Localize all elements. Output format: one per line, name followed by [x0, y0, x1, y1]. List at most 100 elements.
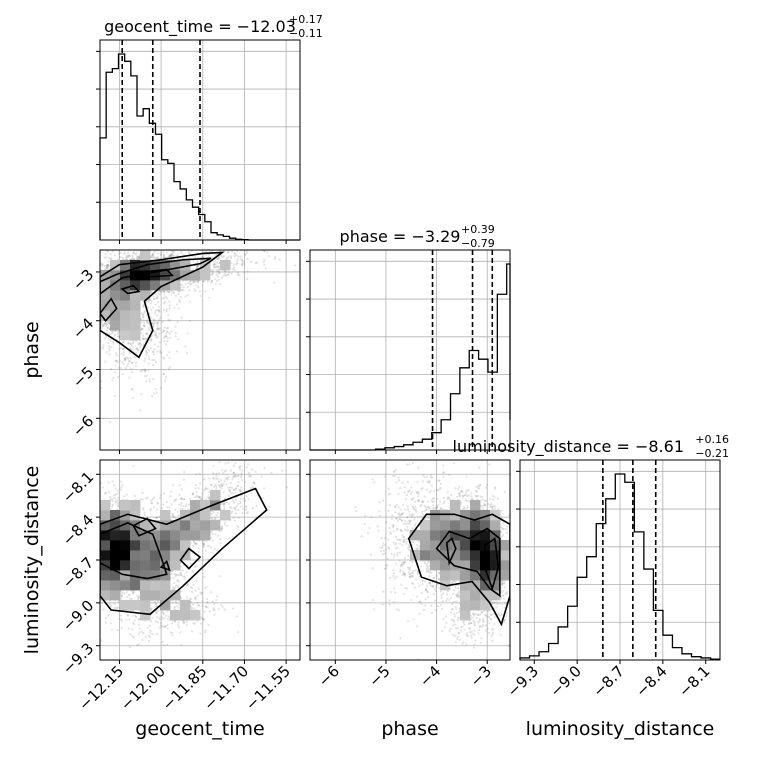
scatter-phase-vs-geocent_time-sample-point — [184, 295, 187, 298]
scatter-phase-vs-geocent_time-sample-point — [81, 298, 83, 300]
scatter-luminosity_distance-vs-geocent_time-sample-point — [117, 499, 120, 502]
scatter-phase-vs-geocent_time-sample-point — [198, 290, 201, 293]
scatter-phase-vs-geocent_time-sample-point — [268, 255, 271, 258]
scatter-phase-vs-geocent_time-sample-point — [118, 347, 121, 350]
scatter-phase-vs-geocent_time-sample-point — [176, 257, 179, 260]
scatter-phase-vs-geocent_time-sample-point — [180, 250, 183, 253]
title-phase: phase = −3.29 — [340, 227, 461, 246]
scatter-phase-vs-geocent_time-sample-point — [128, 352, 132, 355]
scatter-phase-vs-geocent_time-sample-point — [127, 254, 130, 257]
scatter-phase-vs-geocent_time-sample-point — [94, 292, 96, 294]
scatter-phase-vs-geocent_time-sample-point — [97, 305, 99, 307]
scatter-luminosity_distance-vs-geocent_time-sample-point — [94, 548, 96, 550]
scatter-phase-vs-geocent_time-sample-point — [110, 368, 113, 371]
scatter-phase-vs-geocent_time-sample-point — [132, 250, 135, 254]
scatter-phase-vs-geocent_time-sample-point — [151, 256, 154, 259]
scatter-phase-vs-geocent_time-contour — [100, 251, 225, 359]
scatter-phase-vs-geocent_time-sample-point — [150, 254, 153, 258]
scatter-phase-vs-geocent_time-sample-point — [216, 280, 219, 283]
scatter-phase-vs-geocent_time-density-cell — [130, 260, 141, 271]
scatter-phase-vs-geocent_time-sample-point — [142, 338, 145, 341]
scatter-phase-vs-geocent_time-sample-point — [214, 277, 217, 281]
scatter-luminosity_distance-vs-geocent_time-sample-point — [93, 555, 95, 557]
scatter-luminosity_distance-vs-geocent_time-sample-point — [126, 595, 129, 599]
scatter-phase-vs-geocent_time-sample-point — [151, 394, 154, 397]
scatter-phase-vs-geocent_time-sample-point — [89, 308, 91, 310]
scatter-phase-vs-geocent_time-sample-point — [145, 374, 149, 377]
scatter-phase-vs-geocent_time-density-cell — [140, 290, 151, 301]
scatter-phase-vs-geocent_time-sample-point — [154, 312, 157, 315]
scatter-phase-vs-geocent_time-sample-point — [184, 345, 187, 348]
scatter-phase-vs-geocent_time-sample-point — [93, 288, 95, 290]
scatter-phase-vs-geocent_time-sample-point — [145, 380, 148, 383]
scatter-phase-vs-geocent_time-sample-point — [117, 331, 120, 334]
scatter-phase-vs-geocent_time-sample-point — [156, 297, 159, 300]
scatter-phase-vs-geocent_time-sample-point — [166, 330, 169, 334]
scatter-phase-vs-geocent_time-sample-point — [142, 334, 145, 337]
scatter-luminosity_distance-vs-geocent_time-sample-point — [94, 572, 96, 574]
scatter-phase-vs-geocent_time-sample-point — [162, 329, 165, 332]
scatter-phase-vs-geocent_time-sample-point — [186, 285, 190, 289]
scatter-phase-vs-geocent_time-density-cell — [110, 320, 121, 331]
scatter-phase-vs-geocent_time-sample-point — [141, 337, 144, 340]
scatter-phase-vs-geocent_time-sample-point — [211, 272, 214, 275]
scatter-phase-vs-geocent_time-sample-point — [153, 297, 156, 301]
scatter-luminosity_distance-vs-geocent_time-sample-point — [80, 544, 82, 546]
scatter-phase-vs-geocent_time-sample-point — [160, 351, 163, 355]
scatter-phase-vs-geocent_time-sample-point — [171, 250, 174, 254]
scatter-phase-vs-geocent_time-density-cell — [100, 290, 111, 301]
scatter-phase-vs-geocent_time-sample-point — [132, 341, 135, 345]
scatter-phase-vs-geocent_time-sample-point — [155, 321, 158, 324]
scatter-phase-vs-geocent_time-sample-point — [140, 370, 143, 373]
scatter-luminosity_distance-vs-geocent_time-sample-point — [96, 541, 98, 543]
scatter-phase-vs-geocent_time-sample-point — [165, 251, 168, 254]
scatter-phase-vs-geocent_time-sample-point — [155, 257, 158, 260]
scatter-phase-vs-geocent_time-density-cell — [120, 310, 131, 321]
scatter-phase-vs-geocent_time-sample-point — [177, 289, 180, 293]
scatter-phase-vs-geocent_time-sample-point — [154, 330, 157, 333]
scatter-luminosity_distance-vs-geocent_time-sample-point — [113, 602, 116, 605]
scatter-phase-vs-geocent_time-sample-point — [165, 327, 169, 330]
scatter-phase-vs-geocent_time-sample-point — [97, 292, 99, 294]
scatter-phase-vs-geocent_time-sample-point — [236, 262, 239, 265]
scatter-luminosity_distance-vs-geocent_time-sample-point — [97, 528, 99, 530]
scatter-phase-vs-geocent_time-sample-point — [256, 261, 259, 264]
scatter-phase-vs-geocent_time-sample-point — [172, 254, 175, 257]
scatter-phase-vs-geocent_time-sample-point — [106, 263, 109, 266]
scatter-phase-vs-geocent_time-sample-point — [193, 288, 196, 291]
scatter-phase-vs-geocent_time-sample-point — [153, 343, 156, 346]
scatter-phase-vs-geocent_time-sample-point — [140, 332, 143, 335]
scatter-phase-vs-geocent_time-sample-point — [154, 334, 157, 337]
scatter-phase-vs-geocent_time-sample-point — [116, 354, 119, 357]
scatter-phase-vs-geocent_time-sample-point — [124, 358, 127, 361]
scatter-phase-vs-geocent_time-sample-point — [210, 273, 213, 277]
scatter-phase-vs-geocent_time-sample-point — [199, 294, 202, 297]
scatter-luminosity_distance-vs-geocent_time-sample-point — [101, 486, 105, 489]
scatter-phase-vs-geocent_time-sample-point — [171, 253, 174, 256]
scatter-luminosity_distance-vs-geocent_time-sample-point — [89, 544, 91, 546]
scatter-luminosity_distance-vs-geocent_time-sample-point — [96, 521, 98, 523]
scatter-phase-vs-geocent_time-sample-point — [108, 420, 112, 424]
scatter-phase-vs-geocent_time-sample-point — [231, 268, 234, 271]
scatter-phase-vs-geocent_time-sample-point — [233, 268, 236, 272]
scatter-phase-vs-geocent_time-sample-point — [162, 372, 166, 375]
scatter-phase-vs-geocent_time-sample-point — [103, 322, 106, 325]
scatter-phase-vs-geocent_time-sample-point — [108, 327, 111, 330]
scatter-phase-vs-geocent_time-sample-point — [150, 337, 153, 340]
scatter-phase-vs-geocent_time-sample-point — [101, 264, 104, 267]
scatter-phase-vs-geocent_time-sample-point — [140, 321, 143, 324]
scatter-phase-vs-geocent_time-sample-point — [170, 292, 173, 295]
scatter-phase-vs-geocent_time-sample-point — [127, 255, 130, 259]
scatter-luminosity_distance-vs-geocent_time-sample-point — [93, 556, 95, 558]
scatter-phase-vs-geocent_time-sample-point — [143, 324, 146, 327]
scatter-phase-vs-geocent_time-sample-point — [103, 264, 106, 267]
scatter-phase-vs-geocent_time-sample-point — [156, 345, 160, 348]
scatter-luminosity_distance-vs-geocent_time-sample-point — [116, 501, 119, 504]
scatter-phase-vs-geocent_time-sample-point — [119, 252, 122, 255]
panel-scatter-luminosity_distance-vs-geocent_time — [80, 460, 300, 660]
scatter-phase-vs-geocent_time-density-cell — [140, 250, 151, 261]
scatter-phase-vs-geocent_time-sample-point — [218, 268, 221, 271]
scatter-phase-vs-geocent_time-sample-point — [143, 337, 147, 340]
scatter-phase-vs-geocent_time-sample-point — [106, 250, 109, 253]
scatter-phase-vs-geocent_time-sample-point — [92, 340, 94, 342]
